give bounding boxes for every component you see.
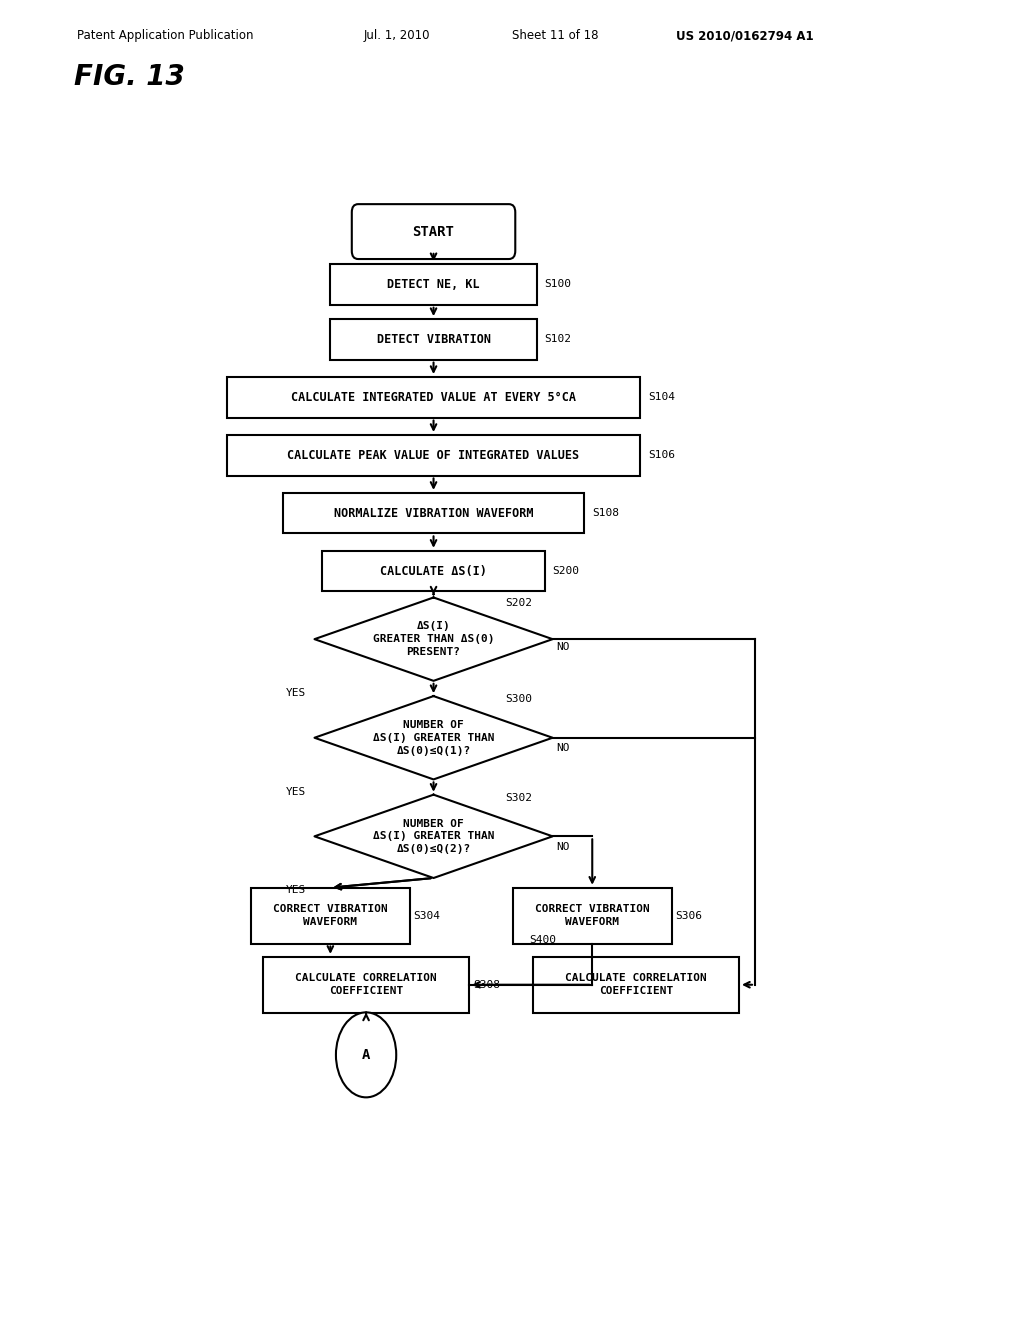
- Text: NO: NO: [557, 842, 570, 851]
- Text: CALCULATE PEAK VALUE OF INTEGRATED VALUES: CALCULATE PEAK VALUE OF INTEGRATED VALUE…: [288, 449, 580, 462]
- Bar: [227, 434, 640, 475]
- Bar: [331, 319, 537, 359]
- Text: A: A: [361, 1048, 371, 1061]
- Text: S106: S106: [648, 450, 675, 461]
- Text: S306: S306: [676, 911, 702, 920]
- Text: NO: NO: [557, 743, 570, 752]
- Bar: [263, 957, 469, 1012]
- Text: ΔS(I)
GREATER THAN ΔS(0)
PRESENT?: ΔS(I) GREATER THAN ΔS(0) PRESENT?: [373, 622, 495, 657]
- Text: DETECT VIBRATION: DETECT VIBRATION: [377, 333, 490, 346]
- Text: NORMALIZE VIBRATION WAVEFORM: NORMALIZE VIBRATION WAVEFORM: [334, 507, 534, 520]
- Text: S104: S104: [648, 392, 675, 403]
- Text: S302: S302: [505, 793, 531, 803]
- Text: YES: YES: [287, 688, 306, 698]
- Text: S108: S108: [592, 508, 620, 519]
- Bar: [227, 378, 640, 417]
- Text: CALCULATE CORRELATION
COEFFICIENT: CALCULATE CORRELATION COEFFICIENT: [295, 973, 437, 997]
- Ellipse shape: [336, 1012, 396, 1097]
- Text: NO: NO: [557, 643, 570, 652]
- Text: S100: S100: [545, 280, 571, 289]
- Text: CALCULATE INTEGRATED VALUE AT EVERY 5°CA: CALCULATE INTEGRATED VALUE AT EVERY 5°CA: [291, 391, 577, 404]
- Bar: [251, 887, 410, 944]
- Text: NUMBER OF
ΔS(I) GREATER THAN
ΔS(0)≤Q(1)?: NUMBER OF ΔS(I) GREATER THAN ΔS(0)≤Q(1)?: [373, 719, 495, 755]
- Text: US 2010/0162794 A1: US 2010/0162794 A1: [676, 29, 813, 42]
- Text: S308: S308: [473, 979, 500, 990]
- Text: CALCULATE ΔS(I): CALCULATE ΔS(I): [380, 565, 487, 578]
- Text: S102: S102: [545, 334, 571, 345]
- Text: Sheet 11 of 18: Sheet 11 of 18: [512, 29, 598, 42]
- Bar: [283, 492, 585, 533]
- Text: Patent Application Publication: Patent Application Publication: [77, 29, 253, 42]
- Bar: [331, 264, 537, 305]
- Text: CALCULATE CORRELATION
COEFFICIENT: CALCULATE CORRELATION COEFFICIENT: [565, 973, 707, 997]
- Text: YES: YES: [287, 886, 306, 895]
- Text: FIG. 13: FIG. 13: [74, 63, 184, 91]
- Text: S202: S202: [505, 598, 531, 609]
- Text: CORRECT VIBRATION
WAVEFORM: CORRECT VIBRATION WAVEFORM: [273, 904, 388, 927]
- Text: NUMBER OF
ΔS(I) GREATER THAN
ΔS(0)≤Q(2)?: NUMBER OF ΔS(I) GREATER THAN ΔS(0)≤Q(2)?: [373, 818, 495, 854]
- Text: S400: S400: [528, 935, 556, 945]
- Bar: [532, 957, 739, 1012]
- FancyBboxPatch shape: [352, 205, 515, 259]
- Text: YES: YES: [287, 787, 306, 796]
- Bar: [323, 550, 545, 591]
- Text: S200: S200: [553, 566, 580, 576]
- Text: Jul. 1, 2010: Jul. 1, 2010: [364, 29, 430, 42]
- Text: DETECT NE, KL: DETECT NE, KL: [387, 279, 480, 290]
- Text: S304: S304: [414, 911, 440, 920]
- Text: S300: S300: [505, 694, 531, 705]
- Bar: [513, 887, 672, 944]
- Text: START: START: [413, 224, 455, 239]
- Text: CORRECT VIBRATION
WAVEFORM: CORRECT VIBRATION WAVEFORM: [535, 904, 649, 927]
